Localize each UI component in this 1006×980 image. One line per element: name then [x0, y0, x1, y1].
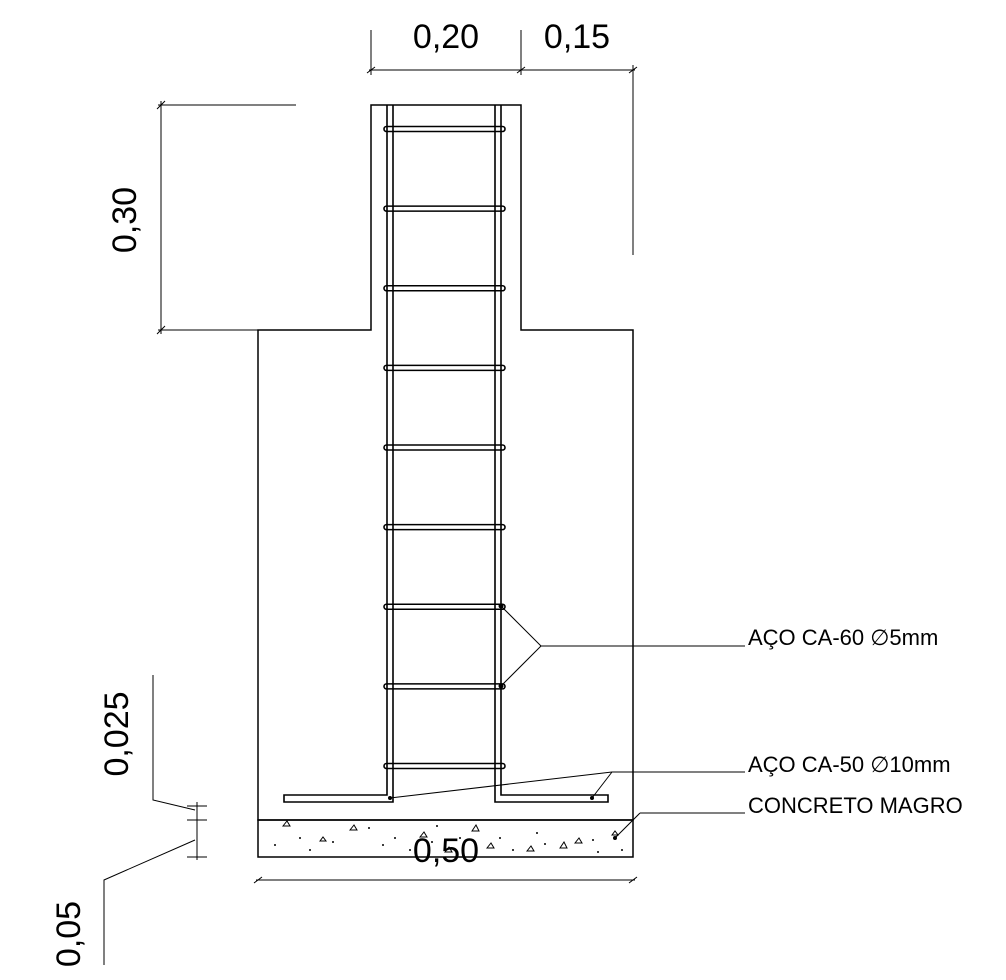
dimension-left-height: 0,30 — [106, 100, 296, 335]
stirrup — [383, 444, 506, 451]
stirrup — [383, 683, 506, 690]
footing-outline — [257, 104, 634, 821]
concrete-dots — [274, 825, 623, 853]
callout-lean-concrete: CONCRETO MAGRO — [613, 793, 963, 840]
dimension-bottom: 0,50 — [253, 832, 638, 884]
stirrup — [383, 125, 506, 133]
callout-main-bars: AÇO CA-50 ∅10mm — [388, 752, 951, 800]
dimension-column-height: 0,30 — [106, 187, 144, 253]
lean-concrete-layer — [257, 819, 634, 858]
dimension-offset: 0,15 — [544, 18, 610, 56]
stirrup — [383, 205, 506, 212]
stirrup — [383, 762, 506, 770]
label-main-bars: AÇO CA-50 ∅10mm — [748, 752, 951, 777]
stirrup — [383, 284, 506, 292]
concrete-hatch — [281, 820, 619, 853]
stirrups — [383, 125, 506, 770]
label-stirrups: AÇO CA-60 ∅5mm — [748, 625, 938, 650]
label-lean-concrete: CONCRETO MAGRO — [748, 793, 963, 818]
stirrup — [383, 364, 506, 372]
stirrup — [383, 603, 506, 611]
dimension-column-width: 0,20 — [413, 18, 479, 56]
dimension-footing-width: 0,50 — [413, 832, 479, 870]
longitudinal-bars — [283, 105, 609, 803]
callout-stirrups: AÇO CA-60 ∅5mm — [498, 603, 938, 689]
dimension-cover-value: 0,025 — [98, 691, 136, 776]
dimension-cover: 0,025 0,05 — [50, 675, 207, 967]
dimension-top: 0,20 0,15 — [366, 18, 638, 255]
stirrup — [383, 523, 506, 531]
dimension-lean-concrete-value: 0,05 — [50, 901, 88, 967]
